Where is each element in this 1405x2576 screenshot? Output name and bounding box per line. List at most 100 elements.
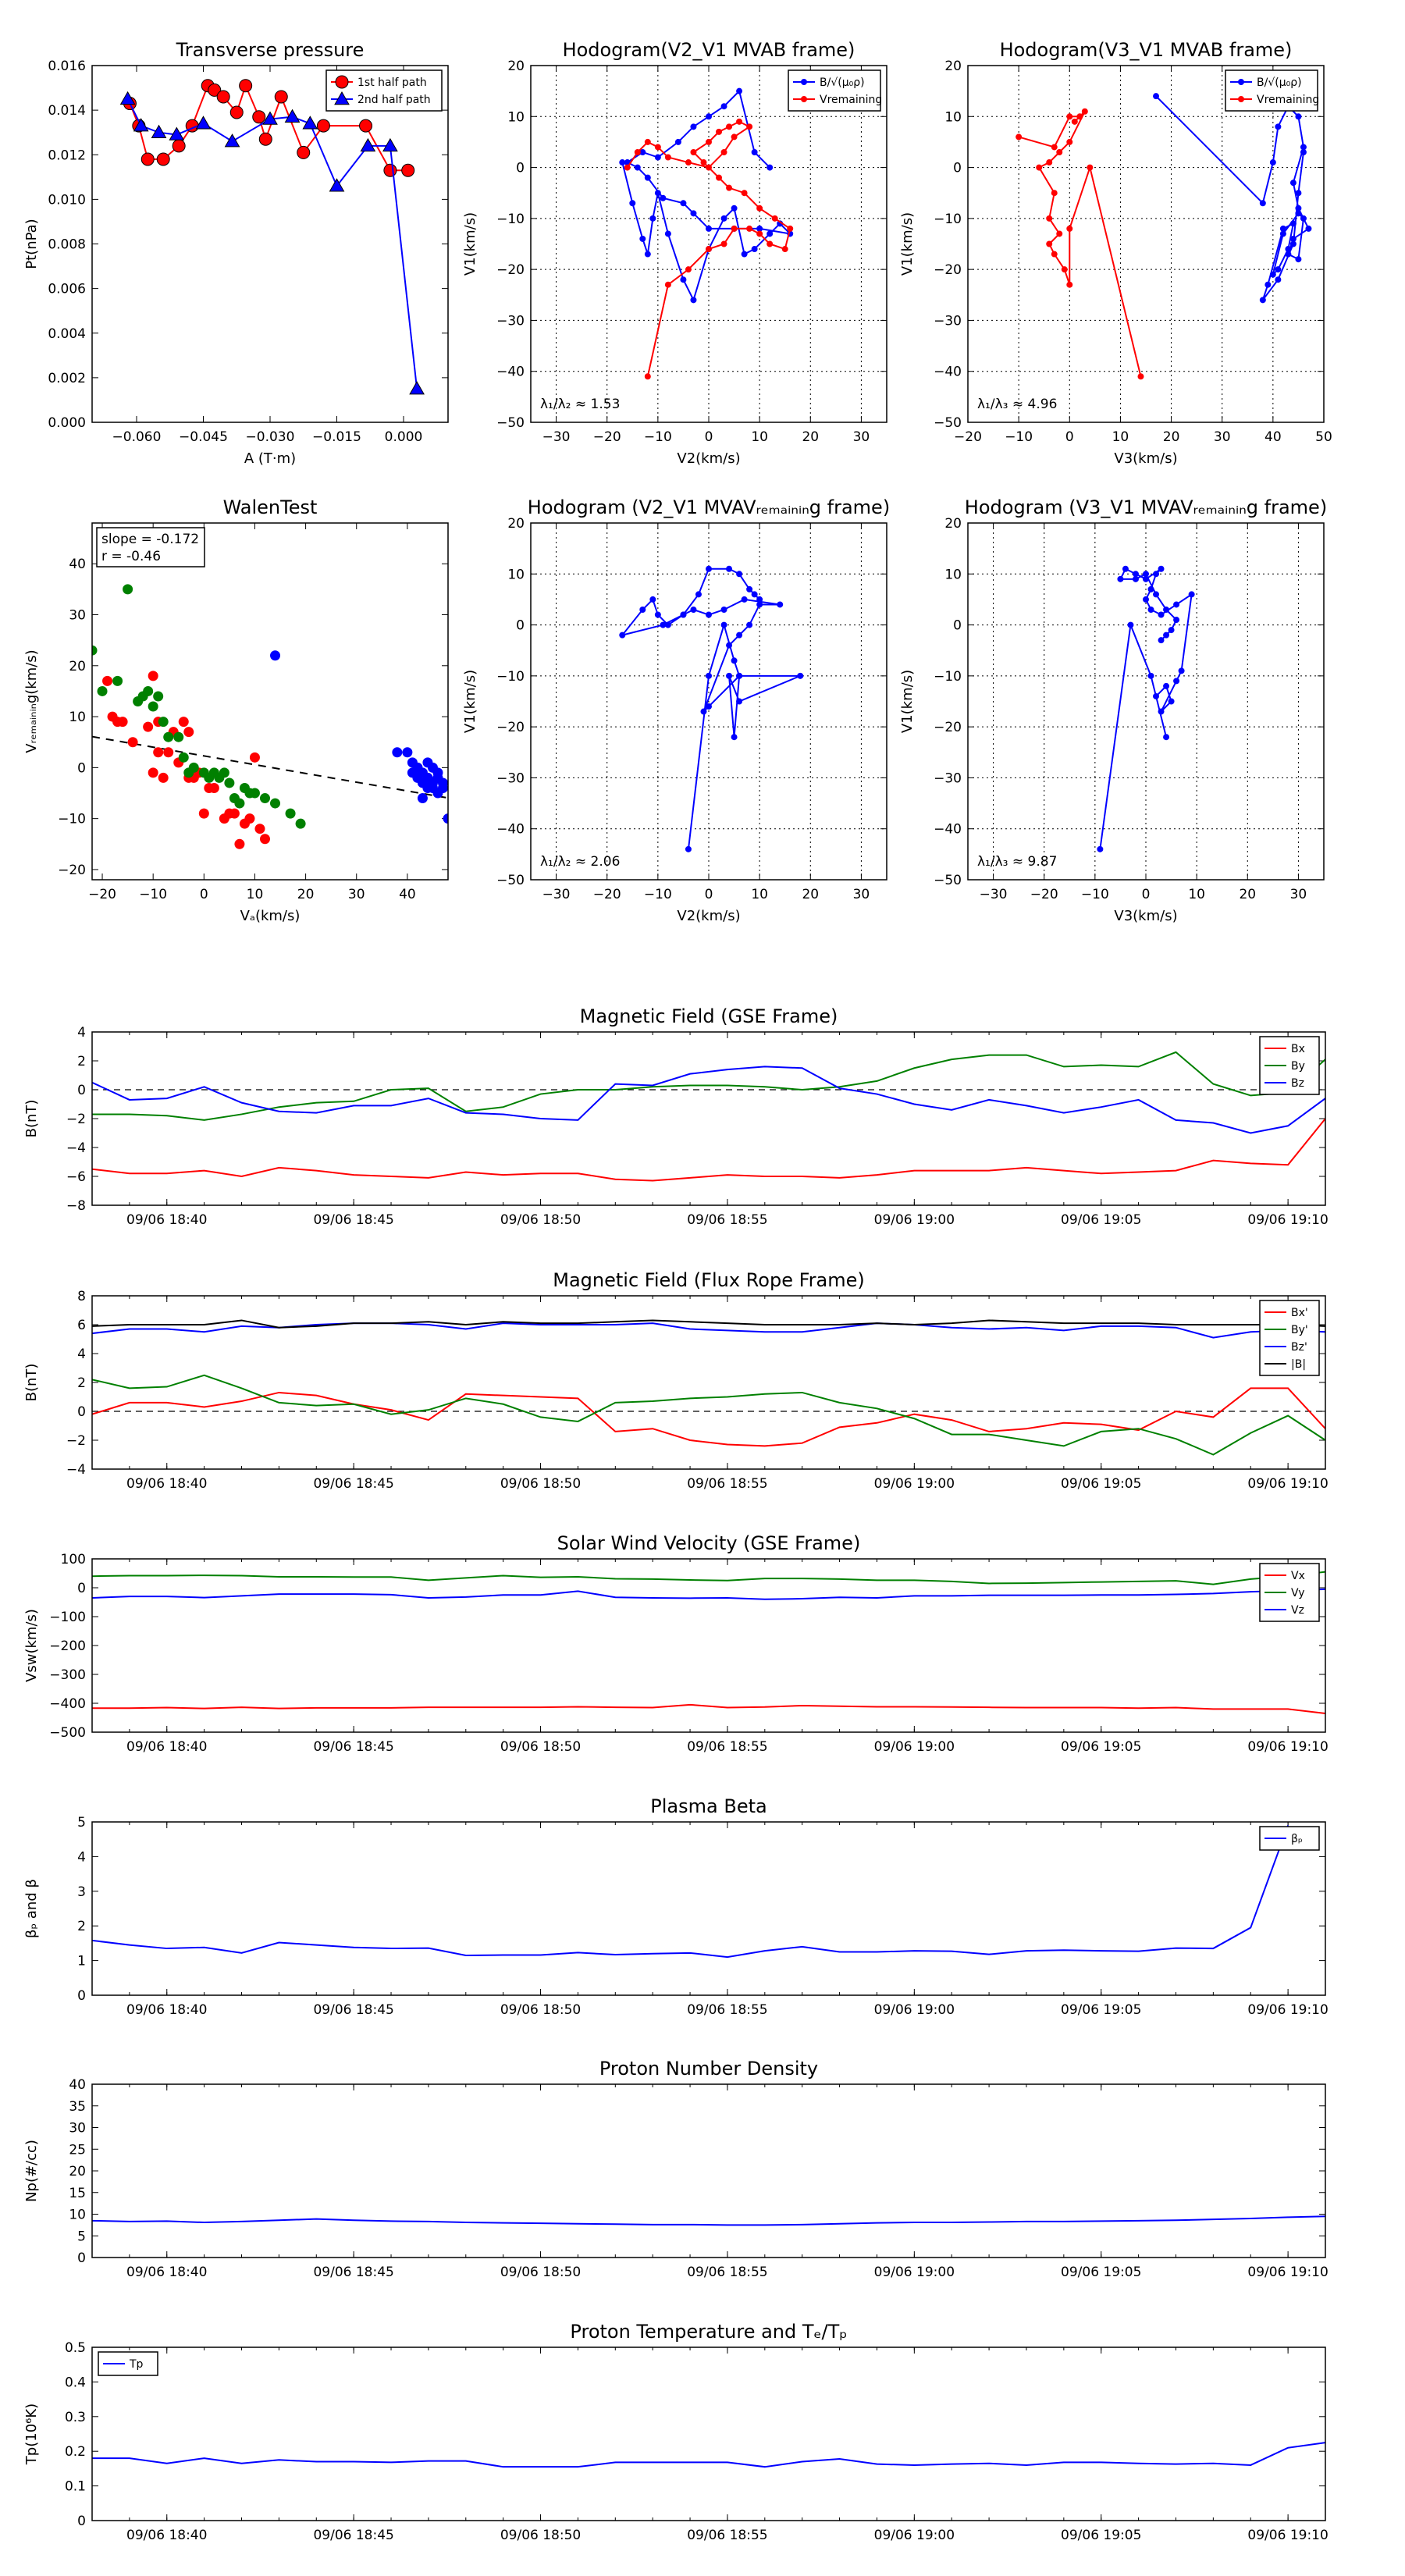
x-tick-label: 30 <box>853 887 870 902</box>
plot-frame <box>91 1031 1326 1206</box>
data-point <box>432 767 443 778</box>
y-tick-label: 0.000 <box>48 415 86 431</box>
x-tick-label: 09/06 18:55 <box>687 2265 767 2280</box>
chart-np: Proton Number Density 09/06 18:40 09/06 18… <box>23 2058 1329 2280</box>
data-point <box>302 116 318 130</box>
y-axis-label: Vsw(km/s) <box>23 1609 40 1682</box>
data-point <box>140 152 155 166</box>
data-point <box>736 672 743 679</box>
y-tick-label: 10 <box>69 710 86 725</box>
data-point <box>148 767 158 778</box>
data-point <box>1016 133 1023 141</box>
y-tick-label: −20 <box>496 262 525 278</box>
data-point <box>1122 565 1129 572</box>
data-point <box>756 596 763 603</box>
data-point <box>1289 180 1297 187</box>
y-tick-label: 2 <box>77 1375 86 1391</box>
y-axis-label: V1(km/s) <box>899 212 916 276</box>
y-tick-label: 20 <box>69 2164 86 2179</box>
data-point <box>208 83 222 97</box>
data-point <box>198 808 209 819</box>
data-point <box>117 717 128 728</box>
x-tick-label: 09/06 18:55 <box>687 1739 767 1755</box>
data-point <box>417 793 428 804</box>
data-point <box>427 782 438 793</box>
data-point <box>741 251 748 258</box>
x-tick-label: 09/06 18:40 <box>126 1476 207 1492</box>
stats-box <box>96 527 205 568</box>
y-tick-label: 0 <box>77 1988 86 2004</box>
data-point <box>706 246 712 253</box>
x-tick-label: 09/06 18:45 <box>313 1212 393 1228</box>
x-tick-label: −0.060 <box>112 429 162 445</box>
x-tick-label: 09/06 18:50 <box>500 1212 581 1228</box>
data-point <box>726 123 733 130</box>
data-point <box>1285 246 1292 253</box>
data-point <box>619 159 626 166</box>
y-tick-label: 20 <box>944 516 962 532</box>
y-tick-label: 25 <box>69 2142 86 2158</box>
legend: βₚ <box>1259 1826 1320 1851</box>
x-tick-label: −10 <box>644 887 672 902</box>
data-point <box>1158 637 1165 644</box>
data-point <box>706 225 712 232</box>
legend-label: By' <box>1291 1324 1308 1336</box>
data-point <box>1046 240 1053 247</box>
y-tick-label: 0.006 <box>48 282 86 297</box>
x-tick-label: 09/06 19:05 <box>1061 2002 1141 2018</box>
data-point <box>746 621 753 628</box>
data-point <box>1173 617 1180 624</box>
y-tick-label: −20 <box>58 863 86 878</box>
y-tick-label: 30 <box>69 2121 86 2137</box>
x-tick-label: 09/06 18:45 <box>313 1476 393 1492</box>
y-tick-label: 5 <box>77 1815 86 1831</box>
y-tick-label: 20 <box>944 59 962 74</box>
y-tick-label: 10 <box>69 2208 86 2223</box>
data-point <box>1076 113 1083 120</box>
data-point <box>295 818 306 829</box>
x-tick-label: 09/06 19:00 <box>874 2002 955 2018</box>
y-tick-label: 0 <box>77 2250 86 2266</box>
data-point <box>1056 148 1063 155</box>
data-point <box>409 381 425 395</box>
data-point <box>664 281 671 288</box>
data-point <box>119 91 136 105</box>
data-point <box>690 123 697 130</box>
y-axis-label: Pt(nPa) <box>23 219 40 269</box>
legend-label: Vy <box>1291 1587 1305 1599</box>
data-point <box>1269 271 1276 278</box>
data-point <box>1137 373 1144 380</box>
x-tick-label: 10 <box>751 887 768 902</box>
plot-frame <box>91 2347 1326 2521</box>
eigenvalue-ratio-label: λ₁/λ₂ ≈ 1.53 <box>540 397 620 412</box>
series-Vy <box>92 1571 1325 1585</box>
y-tick-label: −20 <box>496 720 525 735</box>
legend-label: 2nd half path <box>357 94 431 106</box>
series-Vz <box>92 1588 1325 1600</box>
y-tick-label: 0 <box>516 618 525 634</box>
data-point <box>649 596 656 603</box>
y-tick-label: 6 <box>77 1318 86 1333</box>
data-point <box>720 148 727 155</box>
data-point <box>720 103 727 110</box>
y-tick-label: 4 <box>77 1347 86 1362</box>
series-Vremaining <box>624 118 794 380</box>
y-tick-label: −500 <box>49 1725 86 1741</box>
x-tick-label: 0 <box>1142 887 1151 902</box>
x-axis-label: V2(km/s) <box>677 908 740 924</box>
data-point <box>1300 144 1307 151</box>
data-point <box>402 747 413 758</box>
series-blue <box>270 650 448 824</box>
data-point <box>654 154 661 161</box>
data-point <box>102 675 113 686</box>
series-line <box>92 1825 1289 1959</box>
x-tick-label: 09/06 19:10 <box>1247 2528 1328 2543</box>
data-point <box>143 721 154 732</box>
data-point <box>1097 845 1104 852</box>
data-point <box>1051 144 1058 151</box>
data-point <box>654 144 661 151</box>
data-point <box>777 601 784 608</box>
data-point <box>720 240 727 247</box>
data-point <box>1259 297 1266 304</box>
data-point <box>1132 571 1139 578</box>
